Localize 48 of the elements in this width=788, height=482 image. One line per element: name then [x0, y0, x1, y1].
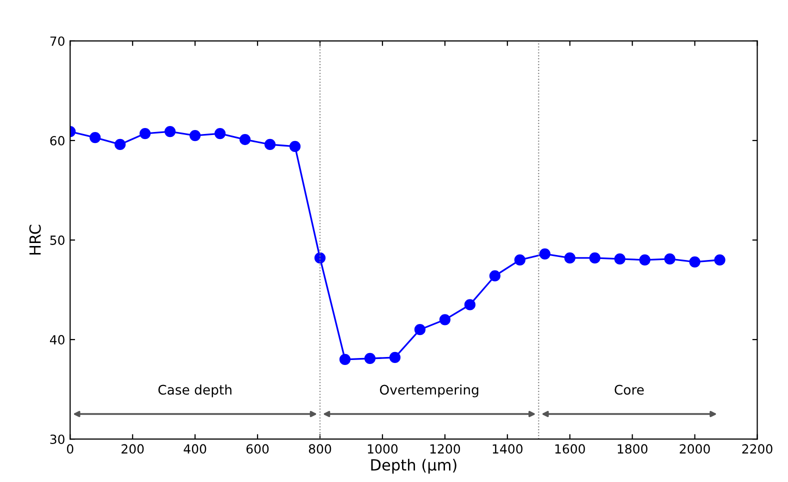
x-tick-label: 2200: [742, 444, 772, 454]
y-tick-label: 30: [50, 434, 64, 444]
point: [114, 138, 126, 150]
point: [589, 252, 600, 264]
y-tick-label: 50: [50, 236, 64, 245]
point: [264, 138, 276, 150]
y-tick-label: 60: [50, 136, 64, 146]
y-tick-label: 40: [50, 335, 64, 344]
point: [514, 254, 526, 266]
point: [714, 254, 726, 266]
x-tick-label: 2000: [680, 444, 710, 454]
x-tick-label: 200: [122, 444, 144, 454]
annotation: Overtempering: [380, 384, 478, 398]
point: [564, 252, 576, 264]
point: [190, 130, 201, 142]
point: [539, 248, 550, 260]
x-axis-title: Depth (μm): [371, 458, 456, 474]
y-tick-label: 70: [50, 36, 64, 46]
x-tick-label: 800: [308, 444, 332, 454]
point: [239, 134, 251, 146]
point: [614, 253, 626, 265]
point: [164, 126, 176, 138]
point: [414, 324, 426, 336]
x-tick-label: 0: [66, 444, 74, 454]
point: [439, 314, 450, 326]
x-tick-label: 1200: [430, 444, 460, 454]
annotation: Core: [614, 384, 644, 395]
x-tick-label: 1800: [618, 444, 648, 454]
x-tick-label: 1400: [492, 444, 522, 454]
point: [689, 256, 700, 268]
point: [489, 270, 500, 282]
point: [389, 352, 401, 364]
point: [664, 253, 676, 265]
point: [289, 140, 301, 152]
point: [639, 254, 650, 266]
point: [140, 128, 151, 140]
point: [314, 252, 326, 264]
y-axis-title: HRC: [29, 224, 41, 255]
x-tick-label: 1600: [555, 444, 585, 454]
x-tick-label: 600: [246, 444, 269, 454]
annotation: Case depth: [158, 384, 232, 398]
point: [214, 128, 226, 140]
x-tick-label: 1000: [368, 444, 398, 454]
point: [364, 352, 376, 364]
x-tick-label: 400: [184, 444, 206, 454]
point: [339, 354, 351, 366]
point: [90, 132, 101, 144]
point: [464, 299, 476, 310]
